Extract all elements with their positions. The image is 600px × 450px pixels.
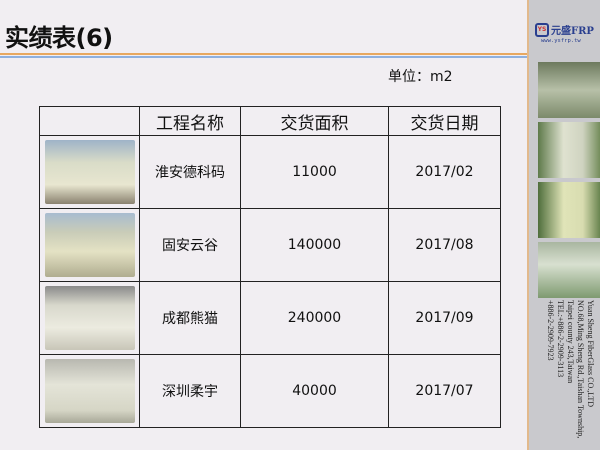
unit-label: 单位：m2 [388, 69, 453, 85]
project-date: 2017/08 [388, 208, 501, 282]
project-photo [44, 286, 135, 350]
divider-orange [0, 53, 527, 55]
page-title: 实绩表(6) [5, 24, 113, 52]
divider-blue [0, 56, 527, 58]
table-row: 淮安德科码 11000 2017/02 [39, 135, 501, 209]
header-image [39, 106, 140, 136]
logo-name: 元盛FRP [551, 26, 594, 37]
sidebar-photo [538, 182, 600, 238]
project-name: 固安云谷 [139, 208, 241, 282]
address-line: Taipei county 243,Taiwan [566, 300, 575, 384]
project-name: 淮安德科码 [139, 135, 241, 209]
header-date: 交货日期 [388, 106, 501, 136]
project-area: 40000 [240, 354, 389, 428]
project-area: 140000 [240, 208, 389, 282]
header-area: 交货面积 [240, 106, 389, 136]
sidebar: YS 元盛FRP www.ysfrp.tw Yuan Sheng FiberGl… [527, 0, 600, 450]
project-date: 2017/07 [388, 354, 501, 428]
project-date: 2017/09 [388, 281, 501, 355]
project-area: 240000 [240, 281, 389, 355]
project-photo [44, 359, 135, 423]
project-date: 2017/02 [388, 135, 501, 209]
sidebar-photo [538, 122, 600, 178]
project-name: 深圳柔宇 [139, 354, 241, 428]
project-area: 11000 [240, 135, 389, 209]
header-project-name: 工程名称 [139, 106, 241, 136]
table-header: 工程名称 交货面积 交货日期 [39, 106, 501, 136]
table-row: 深圳柔宇 40000 2017/07 [39, 354, 501, 428]
project-photo [44, 140, 135, 204]
performance-table: 工程名称 交货面积 交货日期 淮安德科码 11000 2017/02 固安云谷 … [39, 106, 501, 428]
logo-url: www.ysfrp.tw [541, 38, 581, 44]
company-address: Yuan Sheng FiberGlass CO.,LTD NO.68,Ming… [545, 300, 595, 450]
table-row: 成都熊猫 240000 2017/09 [39, 281, 501, 355]
sidebar-photo [538, 242, 600, 298]
address-line: +886-2-2909-7923 [546, 300, 555, 361]
address-line: Yuan Sheng FiberGlass CO.,LTD [586, 300, 595, 408]
address-line: TEL:+886-2-2909-3113 [556, 300, 565, 378]
project-photo [44, 213, 135, 277]
ys-logo-icon: YS [535, 22, 549, 37]
company-logo: YS 元盛FRP [535, 22, 594, 37]
address-line: NO.68,Ming Sheng Rd.,Taishan Township, [576, 300, 585, 439]
table-row: 固安云谷 140000 2017/08 [39, 208, 501, 282]
project-name: 成都熊猫 [139, 281, 241, 355]
sidebar-photo [538, 62, 600, 118]
